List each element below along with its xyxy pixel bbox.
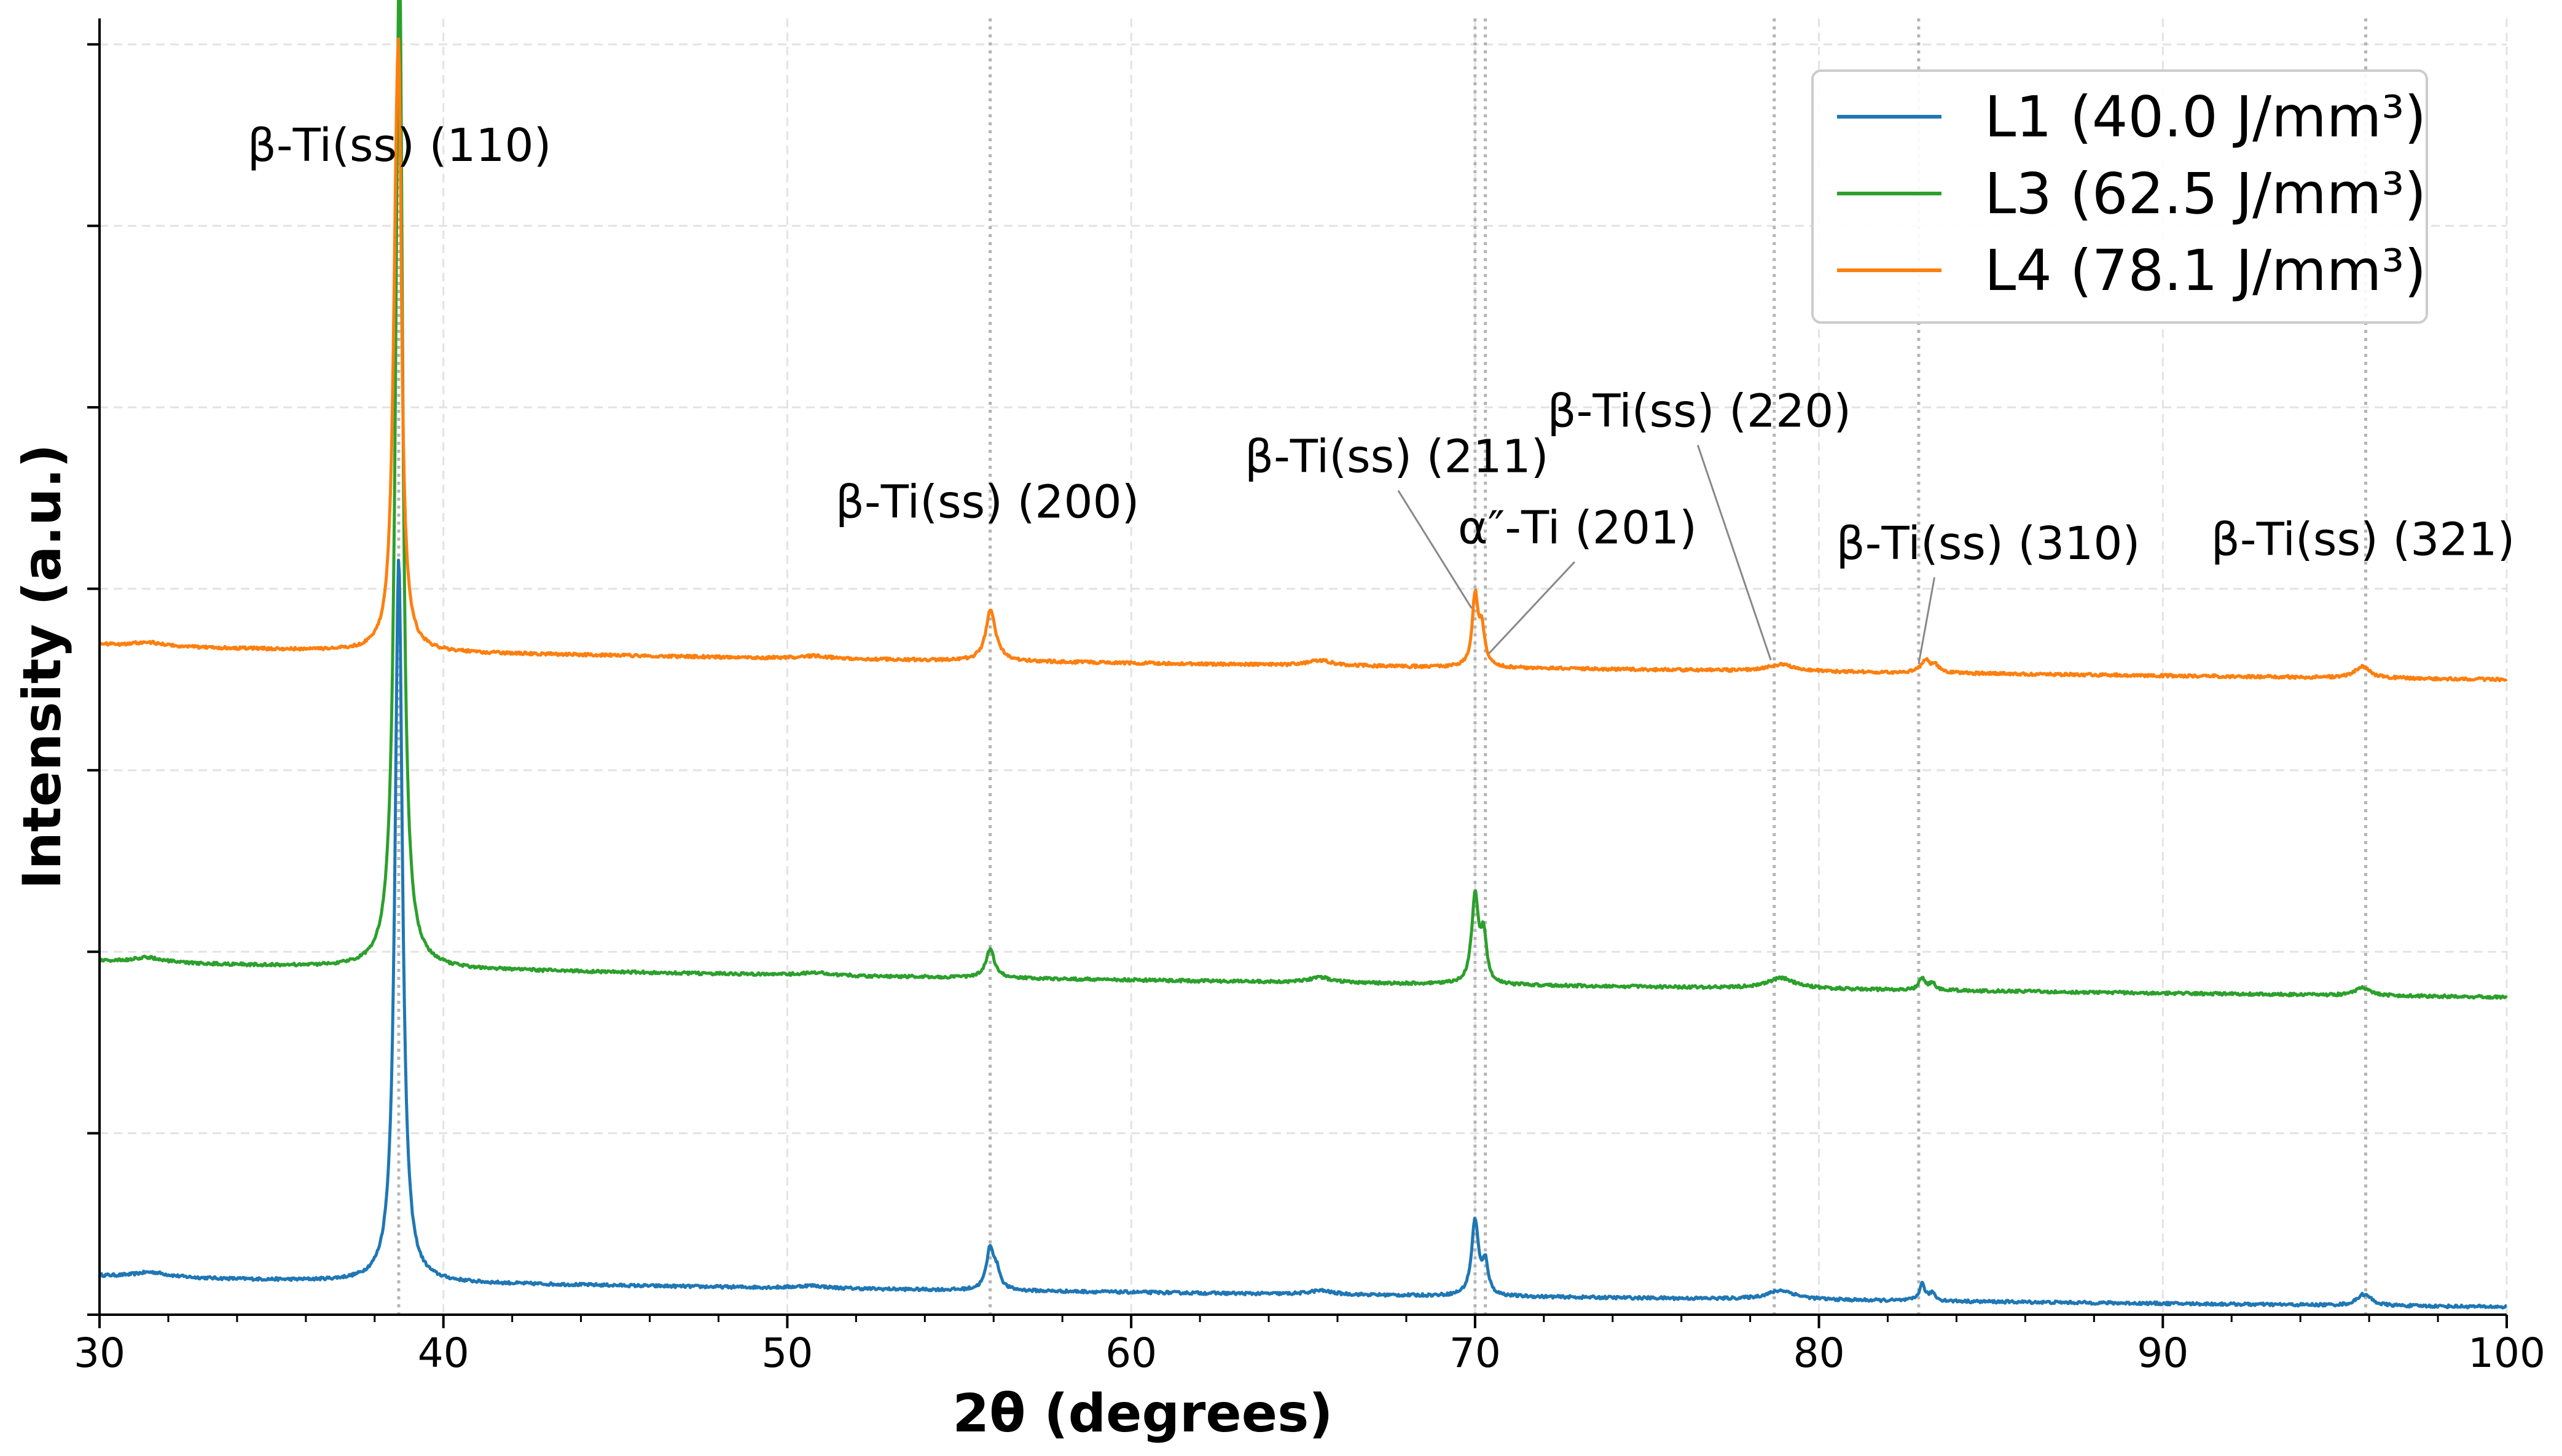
- series-line-3: [98, 37, 2508, 683]
- x-tick-label: 60: [1105, 1329, 1157, 1377]
- y-axis-title: Intensity (a.u.): [12, 444, 73, 890]
- legend-box: [1811, 69, 2428, 324]
- series-line-1: [98, 558, 2507, 1310]
- annotation-leader: [1488, 561, 1575, 654]
- annotation-leader: [1918, 577, 1936, 665]
- peak-label: β-Ti(ss) (110): [248, 119, 552, 172]
- annotation-leader: [1397, 490, 1473, 609]
- x-tick-label: 80: [1793, 1329, 1845, 1377]
- x-tick-label: 90: [2137, 1329, 2188, 1377]
- axes: 30 40 50 60 70 80 90 100: [74, 18, 2545, 1377]
- legend: L1 (40.0 J/mm³) L3 (62.5 J/mm³) L4 (78.1 J…: [1811, 69, 2428, 324]
- peak-label: β-Ti(ss) (310): [1836, 517, 2141, 570]
- x-tick-label: 40: [418, 1329, 469, 1377]
- legend-entry-label: L1 (40.0 J/mm³): [1984, 84, 2426, 150]
- peak-label: β-Ti(ss) (220): [1547, 385, 1851, 438]
- annotation-leader: [1696, 445, 1772, 660]
- annotations: β-Ti(ss) (110) β-Ti(ss) (200) β-Ti(ss) (21…: [248, 119, 2515, 665]
- grid: [98, 18, 2508, 1316]
- peak-label: α″-Ti (201): [1458, 502, 1697, 555]
- x-tick-label: 50: [761, 1329, 813, 1377]
- peak-label: β-Ti(ss) (200): [836, 476, 1140, 528]
- series-group: [98, 0, 2508, 1310]
- peak-label: β-Ti(ss) (321): [2211, 514, 2515, 566]
- legend-entry-label: L3 (62.5 J/mm³): [1984, 161, 2426, 227]
- x-tick-label: 70: [1449, 1329, 1501, 1377]
- x-tick-label: 30: [74, 1329, 125, 1377]
- x-tick-label: 100: [2468, 1329, 2545, 1377]
- legend-entry-label: L4 (78.1 J/mm³): [1984, 238, 2426, 303]
- series-line-2: [99, 0, 2508, 1000]
- peak-label: β-Ti(ss) (211): [1245, 431, 1549, 483]
- x-axis-title: 2θ (degrees): [952, 1383, 1333, 1444]
